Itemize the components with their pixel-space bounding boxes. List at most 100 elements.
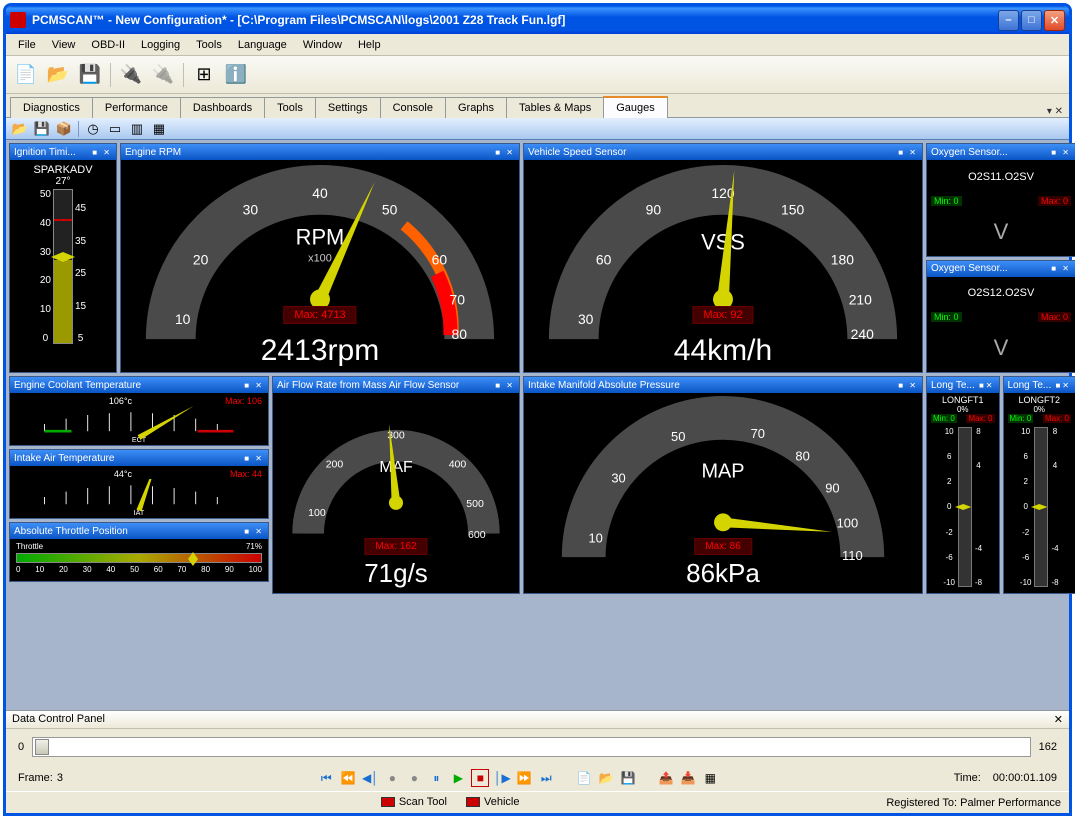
import-icon[interactable]: 📥 (679, 769, 697, 787)
gauge-grid-icon[interactable]: ▦ (151, 121, 167, 137)
menu-tools[interactable]: Tools (188, 37, 230, 53)
spark-scale-right: 453525155 (75, 189, 86, 344)
svg-text:100: 100 (837, 515, 859, 530)
open-button[interactable]: 📂 (44, 61, 72, 89)
svg-text:x100: x100 (308, 252, 332, 264)
panel-btns[interactable]: ■ ✕ (92, 148, 112, 157)
skip-end-button[interactable]: ⏭ (537, 769, 555, 787)
new-button[interactable]: 📄 (12, 61, 40, 89)
gauge-open-icon[interactable]: 📂 (12, 121, 28, 137)
svg-text:60: 60 (596, 251, 612, 267)
svg-text:200: 200 (326, 459, 344, 471)
o2s12-label: O2S12.O2SV (931, 287, 1071, 299)
panel-iat: Intake Air Temperature■ ✕ 44°cMax: 44 IA… (9, 449, 269, 519)
gauge-save-icon[interactable]: 💾 (34, 121, 50, 137)
menu-file[interactable]: File (10, 37, 44, 53)
playback-slider[interactable] (32, 737, 1031, 757)
svg-text:10: 10 (175, 311, 191, 327)
map-max: Max: 86 (694, 538, 752, 555)
dc-close[interactable]: ✕ (1054, 713, 1063, 726)
gauge-box-icon[interactable]: 📦 (56, 121, 72, 137)
play-button[interactable]: ▶ (449, 769, 467, 787)
legend-scantool: Scan Tool (399, 796, 447, 808)
vss-max: Max: 92 (692, 306, 753, 324)
svg-text:MAP: MAP (701, 461, 744, 483)
panel-btns[interactable]: ■ ✕ (495, 148, 515, 157)
maf-max: Max: 162 (364, 538, 427, 555)
spark-value: 27° (14, 176, 112, 187)
panel-title-spark: Ignition Timi... (14, 147, 92, 158)
menu-obdii[interactable]: OBD-II (83, 37, 133, 53)
tab-tables[interactable]: Tables & Maps (506, 97, 604, 118)
spark-bar (53, 189, 73, 344)
file-new-icon[interactable]: 📄 (575, 769, 593, 787)
svg-text:90: 90 (825, 481, 839, 496)
panel-map: Intake Manifold Absolute Pressure■ ✕ 10 … (523, 376, 923, 594)
file-open-icon[interactable]: 📂 (597, 769, 615, 787)
tab-diagnostics[interactable]: Diagnostics (10, 97, 93, 118)
vss-readout: 44km/h (524, 334, 922, 368)
step-fwd-button[interactable]: │▶ (493, 769, 511, 787)
menu-help[interactable]: Help (350, 37, 389, 53)
spark-scale-left: 50403020100 (40, 189, 51, 344)
tab-graphs[interactable]: Graphs (445, 97, 507, 118)
panel-title-rpm: Engine RPM (125, 147, 495, 158)
tab-pin-close[interactable]: ▾ ✕ (1047, 106, 1063, 117)
tab-dashboards[interactable]: Dashboards (180, 97, 265, 118)
export-icon[interactable]: 📤 (657, 769, 675, 787)
svg-text:70: 70 (450, 291, 466, 307)
panel-o2s12: Oxygen Sensor...■ ✕ O2S12.O2SV Min: 0Max… (926, 260, 1075, 374)
tab-console[interactable]: Console (380, 97, 446, 118)
close-button[interactable]: ✕ (1044, 10, 1065, 31)
panel-maf: Air Flow Rate from Mass Air Flow Sensor■… (272, 376, 520, 594)
tab-settings[interactable]: Settings (315, 97, 381, 118)
ffwd-button[interactable]: ⏩ (515, 769, 533, 787)
menu-language[interactable]: Language (230, 37, 295, 53)
titlebar: PCMSCAN™ - New Configuration* - [C:\Prog… (6, 6, 1069, 34)
rpm-max: Max: 4713 (283, 306, 356, 324)
info-button[interactable]: ℹ️ (222, 61, 250, 89)
pause-button[interactable]: ⏸ (427, 769, 445, 787)
minimize-button[interactable]: – (998, 10, 1019, 31)
menu-logging[interactable]: Logging (133, 37, 188, 53)
gauge-bar-icon[interactable]: ▥ (129, 121, 145, 137)
app-icon (10, 12, 26, 28)
registered-text: Registered To: Palmer Performance (886, 797, 1061, 809)
menu-view[interactable]: View (44, 37, 84, 53)
tab-gauges[interactable]: Gauges (603, 96, 668, 118)
svg-text:180: 180 (831, 251, 854, 267)
stop-button[interactable]: ■ (471, 769, 489, 787)
o2s11-label: O2S11.O2SV (931, 171, 1071, 183)
tab-performance[interactable]: Performance (92, 97, 181, 118)
rewind-button[interactable]: ⏪ (339, 769, 357, 787)
menubar: File View OBD-II Logging Tools Language … (6, 34, 1069, 56)
gauge-dial-icon[interactable]: ◷ (85, 121, 101, 137)
svg-text:500: 500 (466, 498, 484, 510)
table-icon[interactable]: ▦ (701, 769, 719, 787)
gauge-toolbar: 📂 💾 📦 ◷ ▭ ▥ ▦ (6, 118, 1069, 140)
panel-btns[interactable]: ■ ✕ (898, 148, 918, 157)
maximize-button[interactable]: □ (1021, 10, 1042, 31)
record-button[interactable]: ● (383, 769, 401, 787)
skip-start-button[interactable]: ⏮ (317, 769, 335, 787)
record2-button[interactable]: ● (405, 769, 423, 787)
layout-button[interactable]: ⊞ (190, 61, 218, 89)
svg-text:VSS: VSS (701, 230, 745, 255)
connect-button[interactable]: 🔌 (117, 61, 145, 89)
svg-text:30: 30 (243, 202, 259, 218)
panel-longft1: Long Te...■✕ LONGFT1 0% Min: 0Max: 0 106… (926, 376, 1000, 594)
gauge-digital-icon[interactable]: ▭ (107, 121, 123, 137)
app-window: PCMSCAN™ - New Configuration* - [C:\Prog… (3, 3, 1072, 816)
main-toolbar: 📄 📂 💾 🔌 🔌 ⊞ ℹ️ (6, 56, 1069, 94)
svg-text:40: 40 (312, 185, 328, 201)
save-button[interactable]: 💾 (76, 61, 104, 89)
longft2-label: LONGFT2 (1006, 395, 1074, 405)
menu-window[interactable]: Window (295, 37, 350, 53)
disconnect-button[interactable]: 🔌 (149, 61, 177, 89)
spark-label: SPARKADV (14, 164, 112, 176)
svg-text:RPM: RPM (296, 225, 345, 250)
panel-title-vss: Vehicle Speed Sensor (528, 147, 898, 158)
file-save-icon[interactable]: 💾 (619, 769, 637, 787)
step-back-button[interactable]: ◀│ (361, 769, 379, 787)
tab-tools[interactable]: Tools (264, 97, 316, 118)
